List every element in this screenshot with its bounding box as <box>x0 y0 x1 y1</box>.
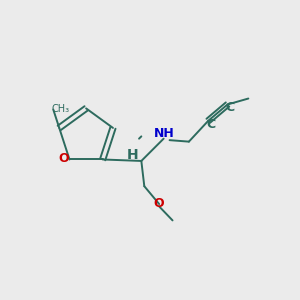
Text: NH: NH <box>154 127 175 140</box>
Text: O: O <box>154 197 164 210</box>
Text: C: C <box>206 118 215 131</box>
Text: C: C <box>225 101 235 114</box>
Text: O: O <box>59 152 70 165</box>
Text: CH₃: CH₃ <box>52 104 70 114</box>
Text: H: H <box>127 148 138 162</box>
